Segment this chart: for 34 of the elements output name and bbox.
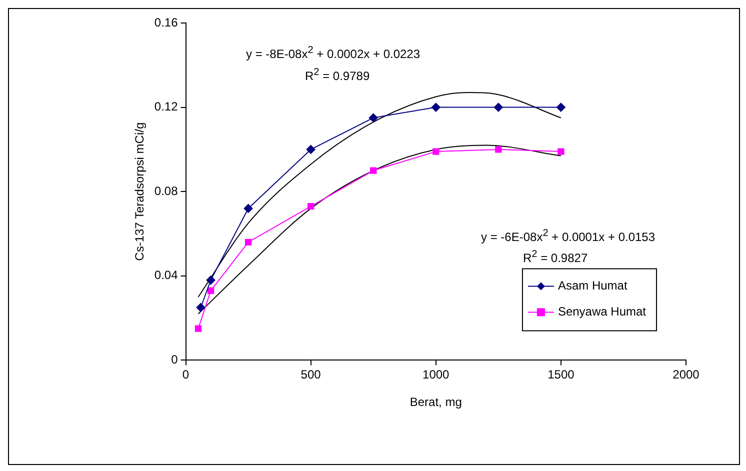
point	[207, 287, 214, 294]
point	[432, 148, 440, 155]
x-tick-label: 1500	[548, 368, 575, 382]
legend-label: Asam Humat	[558, 278, 628, 293]
annotation: y = -6E-08x$^{2}$ + 0.0001x + 0.0153	[481, 227, 656, 245]
point	[431, 102, 440, 112]
x-axis-title: Berat, mg	[410, 395, 462, 410]
point	[556, 102, 566, 112]
annotation: R$^{2}$ = 0.9789	[305, 66, 370, 84]
y-axis-title: Cs-137 Teradsorpsi mCi/g	[132, 122, 147, 261]
point	[494, 102, 503, 112]
point	[558, 148, 564, 155]
y-tick-label: 0.16	[154, 15, 178, 30]
y-tick-label: 0	[171, 352, 178, 367]
point	[244, 238, 252, 246]
point	[196, 303, 206, 312]
point	[370, 167, 377, 174]
point	[307, 203, 314, 210]
point	[206, 276, 216, 285]
x-tick-label: 2000	[672, 368, 700, 382]
annotation: y = -8E-08x$^{2}$ + 0.0002x + 0.0223	[246, 44, 420, 62]
x-tick-label: 0	[182, 368, 190, 382]
point	[495, 146, 502, 153]
point	[306, 144, 316, 154]
x-tick-label: 1000	[422, 368, 450, 382]
point	[368, 113, 378, 122]
point	[244, 204, 253, 213]
y-tick-label: 0.08	[154, 184, 178, 198]
y-tick-label: 0.04	[154, 268, 178, 282]
point	[194, 325, 202, 332]
annotation: R$^{2}$ = 0.9827	[523, 248, 588, 266]
y-tick-label: 0.12	[154, 100, 178, 114]
x-tick-label: 500	[300, 368, 322, 382]
legend-label: Senyawa Humat	[558, 304, 647, 319]
